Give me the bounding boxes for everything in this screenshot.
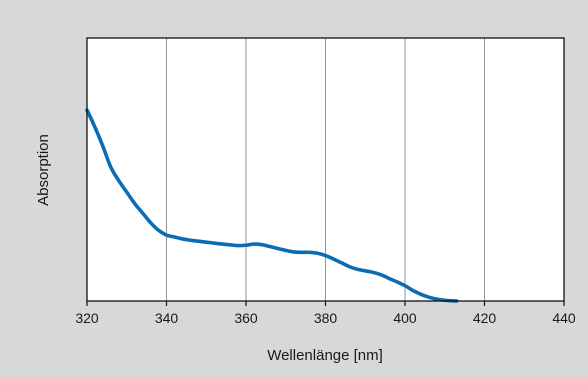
y-axis-label: Absorption xyxy=(35,134,52,206)
x-axis-ticks: 320 340 360 380 400 420 440 xyxy=(75,301,576,326)
x-tick-label-380: 380 xyxy=(314,310,338,326)
series-layer xyxy=(85,108,459,303)
series-line-0 xyxy=(85,108,459,303)
x-tick-label-420: 420 xyxy=(473,310,497,326)
x-tick-label-320: 320 xyxy=(75,310,99,326)
x-tick-label-440: 440 xyxy=(552,310,576,326)
x-tick-label-360: 360 xyxy=(234,310,258,326)
x-axis-label: Wellenlänge [nm] xyxy=(267,347,383,364)
x-tick-label-400: 400 xyxy=(393,310,417,326)
x-tick-label-340: 340 xyxy=(155,310,179,326)
